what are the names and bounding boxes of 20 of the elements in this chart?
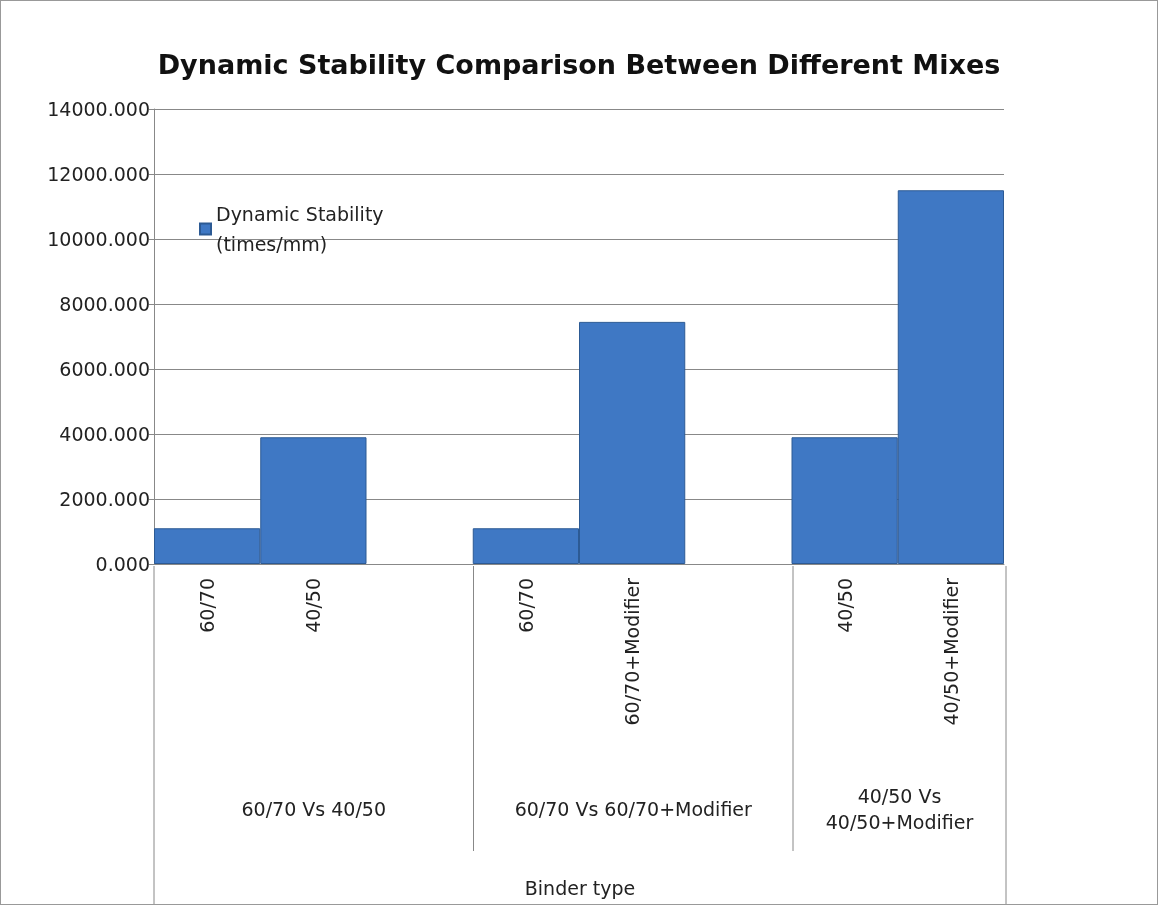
- text: 60/70 Vs 40/50: [241, 798, 386, 820]
- y-tick-label: 8000.000: [59, 293, 150, 315]
- y-tick-label: 2000.000: [59, 488, 150, 510]
- x-tick-label: 40/50: [302, 578, 325, 633]
- x-tick-label: 60/70+Modifier: [621, 577, 644, 726]
- x-tick-label: 40/50: [833, 578, 856, 633]
- chart-title: Dynamic Stability Comparison Between Different Mixes: [157, 49, 1001, 80]
- x-tick-label: 60/70: [514, 578, 537, 633]
- y-tick-label: 10000.000: [47, 228, 150, 250]
- legend-label: Dynamic Stability (times/mm): [216, 203, 390, 255]
- text: 60/70 Vs 60/70+Modifier: [514, 798, 753, 820]
- x-tick-label: 60/70: [196, 578, 219, 633]
- y-tick-label: 6000.000: [59, 358, 150, 380]
- x-tick-label: 40/50+Modifier: [939, 577, 962, 726]
- text: 40/50 Vs 40/50+Modifier: [825, 785, 974, 833]
- y-tick-label: 0.000: [95, 553, 150, 575]
- y-tick-label: 14000.000: [47, 98, 150, 120]
- text: Binder type: [524, 877, 636, 899]
- y-tick-label: 12000.000: [47, 163, 150, 185]
- y-tick-label: 4000.000: [59, 423, 150, 445]
